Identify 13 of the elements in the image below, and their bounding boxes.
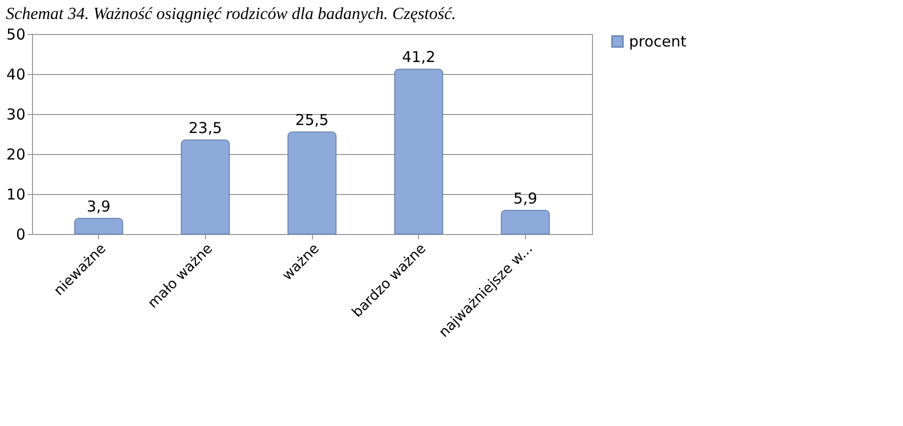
data-label: 23,5 <box>188 119 222 137</box>
y-tick-label: 20 <box>6 146 26 164</box>
data-label: 3,9 <box>86 197 111 216</box>
data-label: 25,5 <box>295 111 329 129</box>
chart-title: Schemat 34. Ważność osiągnięć rodziców dla badanych. Częstość. <box>6 4 456 23</box>
y-tick-label: 10 <box>6 186 26 204</box>
y-tick-label: 0 <box>16 226 26 244</box>
y-tick-label: 40 <box>6 66 26 84</box>
legend-label: procent <box>629 32 687 50</box>
y-tick-label: 30 <box>6 106 26 124</box>
y-tick-label: 50 <box>6 26 26 44</box>
data-label: 41,2 <box>402 48 436 66</box>
data-label: 5,9 <box>513 189 538 208</box>
